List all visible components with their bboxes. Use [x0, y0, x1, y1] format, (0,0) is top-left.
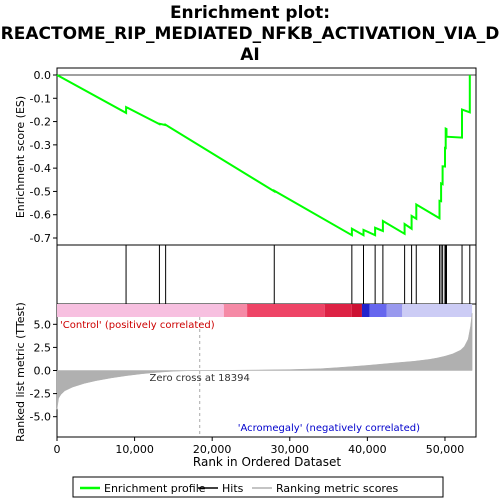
x-tick-label: 50,000: [426, 443, 465, 456]
color-bar-segment: [57, 304, 224, 317]
ranked-y-tick-label: -5.0: [30, 411, 51, 424]
ranked-y-tick-label: 0.0: [34, 365, 52, 378]
es-y-tick-label: -0.2: [30, 116, 51, 129]
es-panel: 0.0 -0.1 -0.2 -0.3 -0.4 -0.5 -0.6 -0.7: [30, 69, 476, 245]
x-axis-label: Rank in Ordered Dataset: [193, 455, 341, 469]
es-panel-frame: [56, 67, 477, 246]
color-bar-segment: [369, 304, 387, 317]
x-tick-label: 40,000: [348, 443, 387, 456]
legend-box: [72, 476, 444, 498]
color-bar-segment: [386, 304, 403, 317]
positive-correlation-label: 'Control' (positively correlated): [60, 320, 215, 331]
es-y-tick-label: -0.3: [30, 139, 51, 152]
title-line-2: REACTOME_RIP_MEDIATED_NFKB_ACTIVATION_VI…: [1, 24, 500, 44]
es-y-tick-label: 0.0: [34, 69, 52, 82]
es-y-tick-label: -0.1: [30, 92, 51, 105]
color-bar-segment: [324, 304, 352, 317]
title-line-3: AI: [240, 45, 259, 65]
ranked-y-tick-label: 2.5: [34, 341, 52, 354]
ranked-ylabel: Ranked list metric (TTest): [14, 302, 27, 442]
legend: Enrichment profile Hits Ranking metric sco…: [80, 482, 398, 495]
chart-title: Enrichment plot: REACTOME_RIP_MEDIATED_N…: [1, 3, 500, 65]
ranked-panel: 5.0 2.5 0.0 -2.5 -5.0 'Control' (positively c…: [30, 313, 473, 437]
color-bar-segment: [402, 304, 473, 317]
es-ylabel: Enrichment score (ES): [14, 96, 27, 218]
title-line-1: Enrichment plot:: [170, 3, 330, 23]
es-y-tick-label: -0.4: [30, 162, 51, 175]
ranked-y-tick-label: -2.5: [30, 388, 51, 401]
hits-panel: [125, 245, 471, 304]
color-bar-segment: [361, 304, 370, 317]
x-axis: 0 10,000 20,000 30,000 40,000 50,000: [54, 437, 465, 456]
x-tick-label: 0: [54, 443, 61, 456]
negative-correlation-label: 'Acromegaly' (negatively correlated): [238, 423, 420, 434]
ranked-y-tick-label: 5.0: [34, 318, 52, 331]
es-y-tick-label: -0.5: [30, 185, 51, 198]
legend-label: Ranking metric scores: [276, 482, 398, 495]
color-bar-segment: [247, 304, 325, 317]
hits-panel-frame: [56, 244, 477, 305]
zero-cross-label: Zero cross at 18394: [150, 373, 250, 384]
x-tick-label: 30,000: [271, 443, 310, 456]
legend-label: Enrichment profile: [104, 482, 206, 495]
color-bar-segment: [351, 304, 362, 317]
es-y-tick-label: -0.7: [30, 232, 51, 245]
enrichment-profile-line: [56, 74, 471, 237]
es-y-tick-label: -0.6: [30, 209, 51, 222]
x-tick-label: 20,000: [193, 443, 232, 456]
legend-label: Hits: [222, 482, 244, 495]
x-tick-label: 10,000: [115, 443, 154, 456]
color-bar-segment: [223, 304, 248, 317]
ranking-metric-area: [56, 313, 473, 410]
color-bar: [57, 304, 473, 317]
